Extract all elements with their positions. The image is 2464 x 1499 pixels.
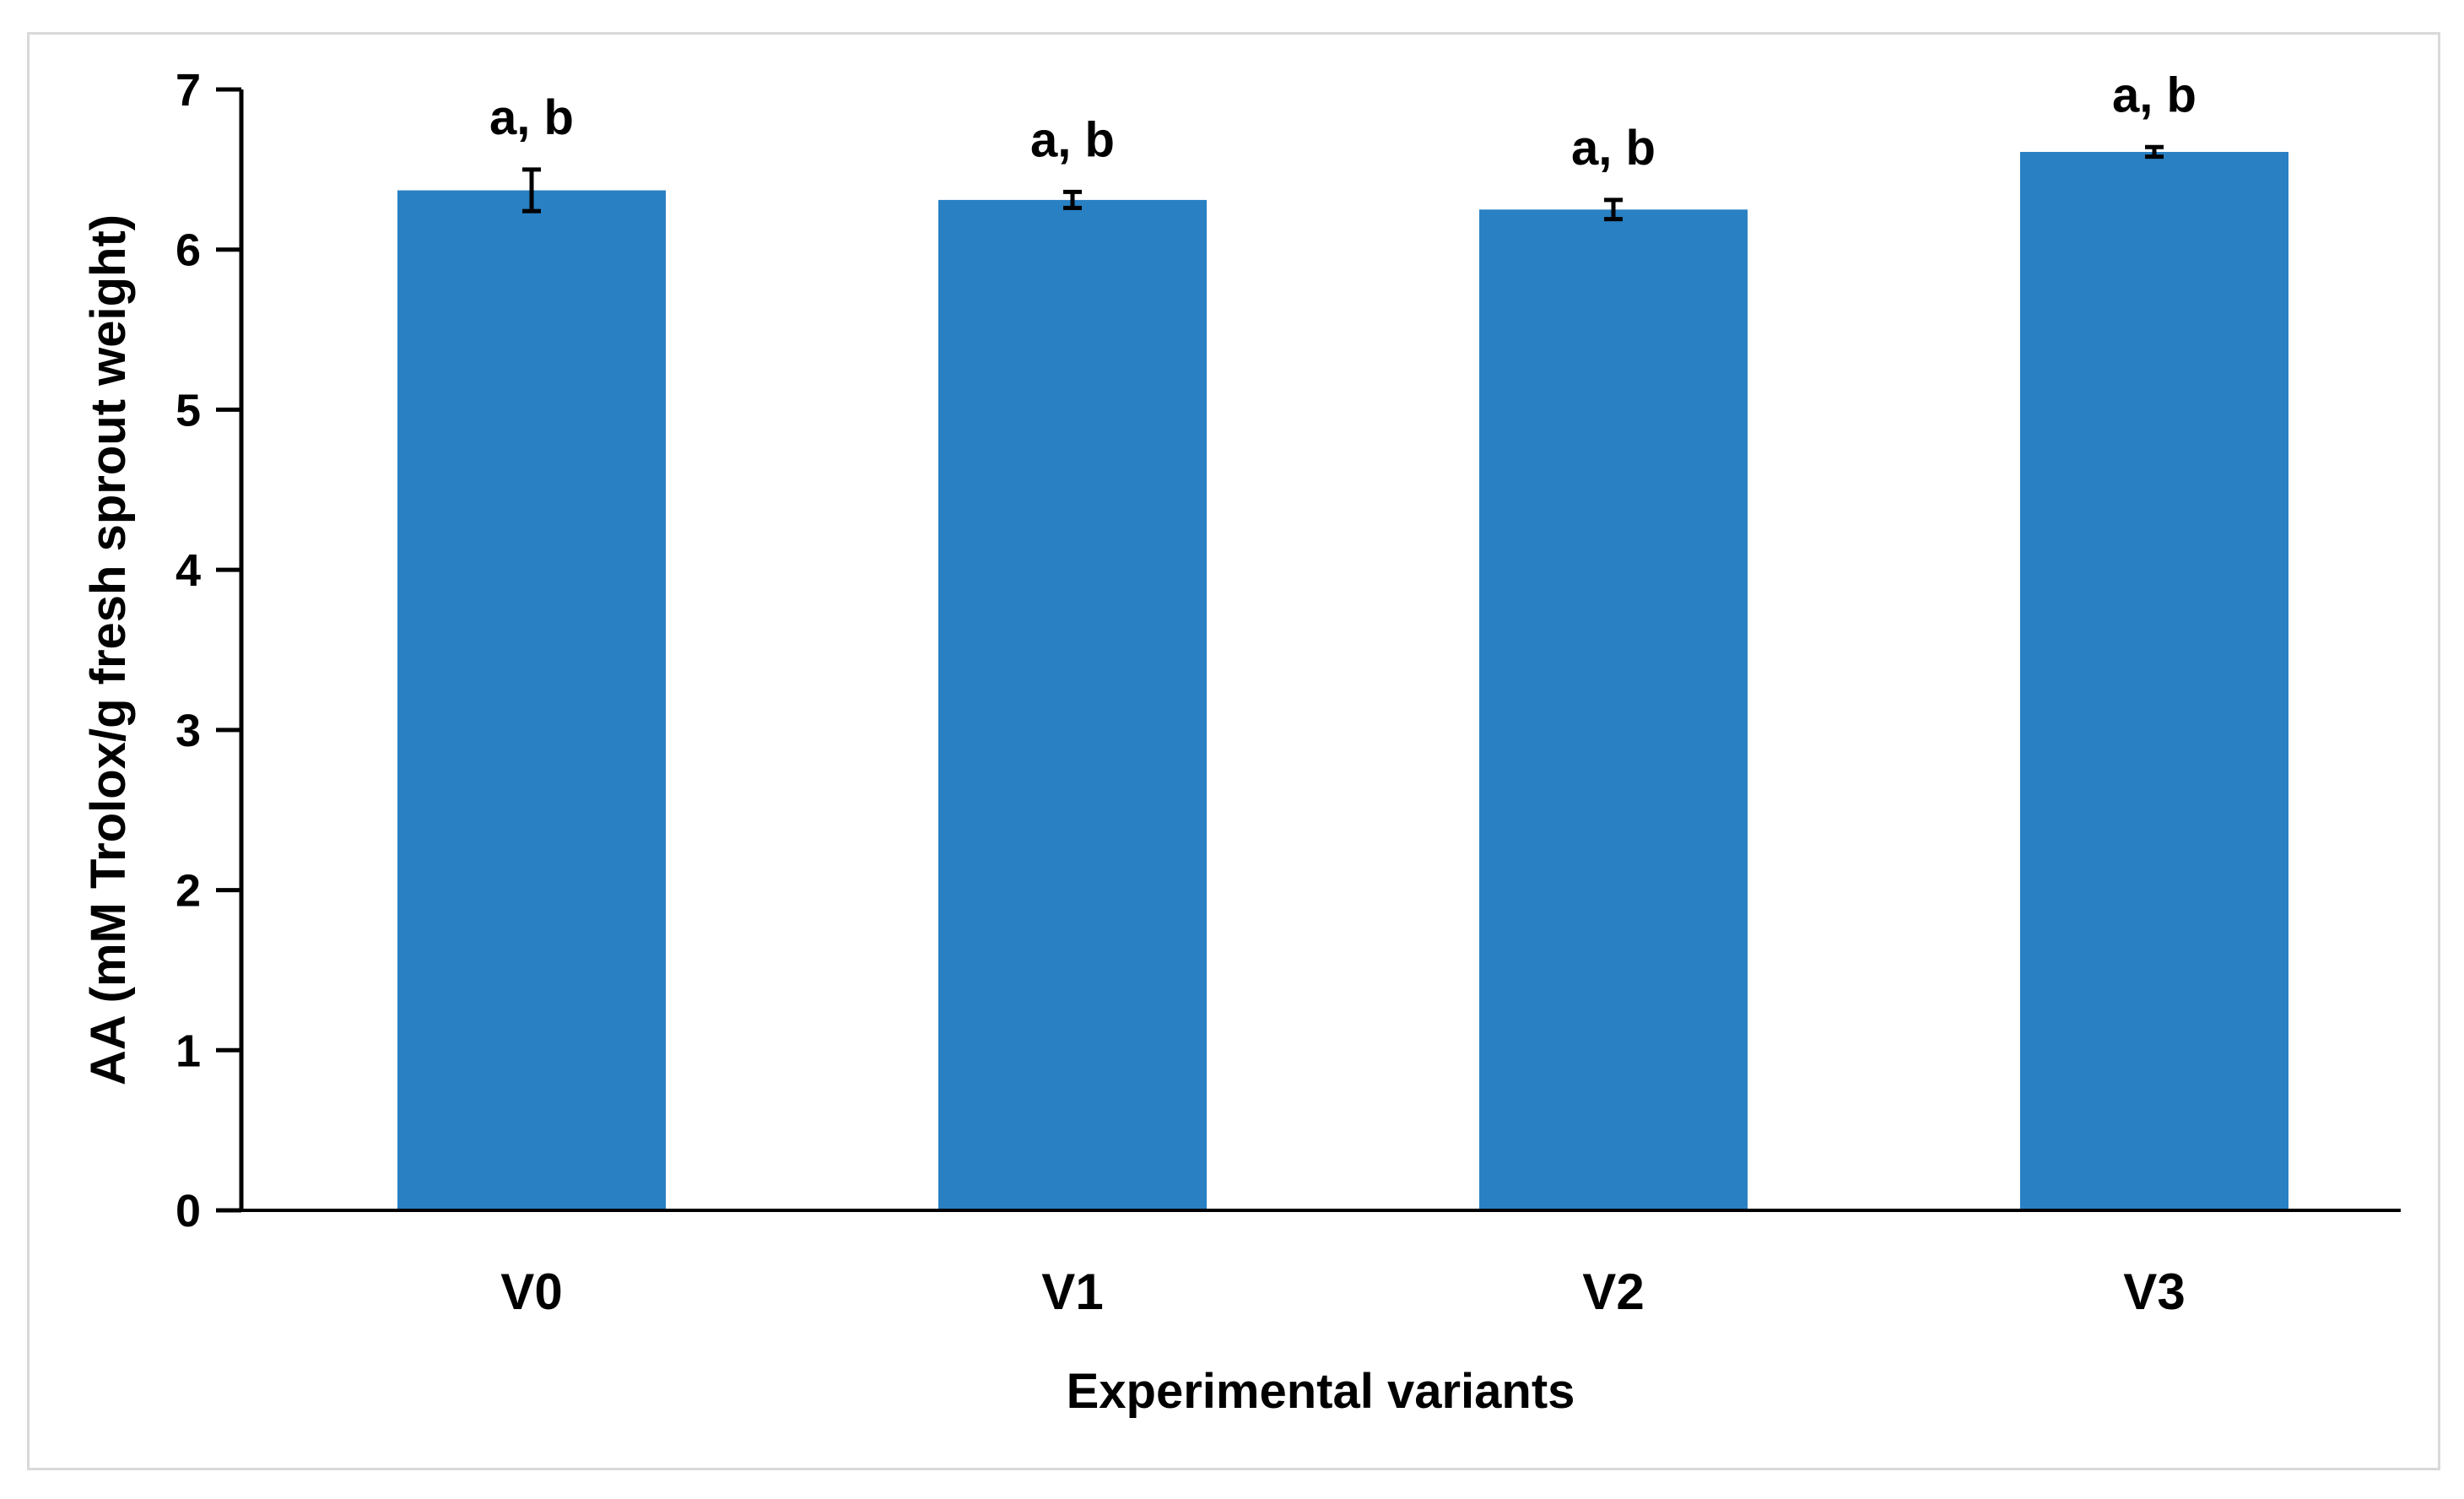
error-bar-v0	[522, 167, 541, 214]
y-tick-label-2: 2	[176, 866, 201, 917]
data-label-v2: a, b	[1571, 121, 1656, 176]
y-tick-label-3: 3	[176, 706, 201, 756]
y-tick-label-5: 5	[176, 385, 201, 436]
x-tick-label-v3: V3	[2123, 1264, 2185, 1320]
bar-v2	[1479, 209, 1748, 1210]
y-tick-label-6: 6	[176, 225, 201, 276]
x-tick-label-v2: V2	[1582, 1264, 1644, 1320]
bar-v0	[397, 190, 666, 1210]
y-tick-label-4: 4	[176, 545, 201, 596]
y-tick-label-7: 7	[176, 65, 201, 116]
y-tick-label-1: 1	[176, 1025, 201, 1076]
y-tick-label-0: 0	[176, 1186, 201, 1237]
y-axis-title: AA (mM Trolox/g fresh sprout weight)	[81, 214, 136, 1085]
bar-v1	[938, 199, 1207, 1211]
x-axis-title: Experimental variants	[1067, 1364, 1575, 1419]
error-bar-v3	[2145, 144, 2164, 160]
x-tick-label-v1: V1	[1041, 1264, 1103, 1320]
error-bar-v2	[1604, 198, 1623, 222]
data-label-v1: a, b	[1030, 112, 1115, 167]
data-label-v3: a, b	[2112, 68, 2197, 122]
plot-area: 0 1 2 3 4 5 6 7 a, b a, b a, b a, b V0 V1 V2 V3	[176, 65, 2401, 1320]
error-bar-v1	[1063, 189, 1082, 210]
x-tick-label-v0: V0	[500, 1264, 562, 1320]
data-label-v0: a, b	[489, 90, 574, 145]
bar-v3	[2020, 151, 2288, 1211]
